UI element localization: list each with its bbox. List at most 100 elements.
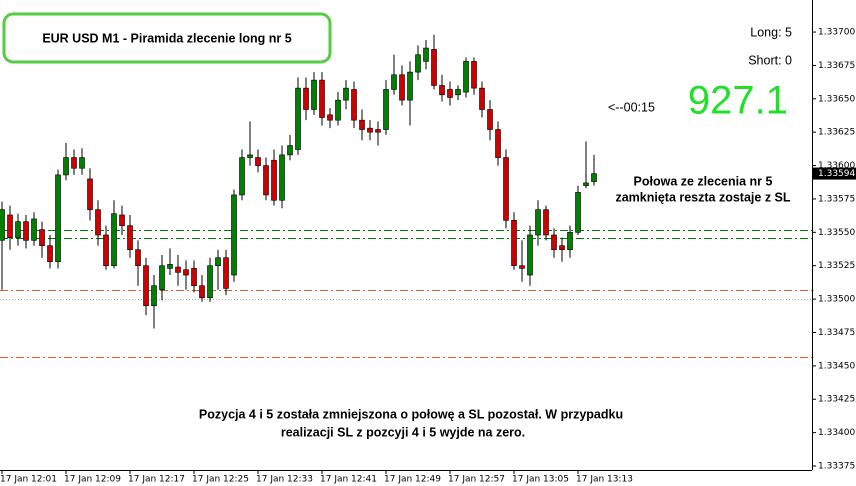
candle-body	[151, 285, 157, 307]
candle-body	[415, 54, 421, 73]
short-count: Short: 0	[748, 53, 792, 67]
chart-title: EUR USD M1 - Piramida zlecenie long nr 5	[42, 31, 291, 45]
candle-body	[551, 234, 557, 250]
x-tick-label: 17 Jan 12:57	[448, 475, 505, 485]
note: Pozycja 4 i 5 została zmniejszona o poło…	[199, 407, 623, 421]
x-tick-label: 17 Jan 12:17	[128, 475, 185, 485]
candle-body	[279, 154, 285, 201]
candle-body	[127, 225, 133, 250]
candle-body	[559, 245, 565, 250]
candle-body	[23, 221, 29, 241]
candle-body	[7, 214, 13, 238]
candle-body	[303, 87, 309, 110]
candle-body	[527, 234, 533, 276]
y-tick-label: 1.33525	[818, 261, 855, 271]
candle-body	[15, 221, 21, 238]
y-tick-label: 1.33575	[818, 194, 855, 204]
candle-body	[271, 159, 277, 201]
candle-body	[71, 157, 77, 169]
candle-body	[335, 99, 341, 121]
y-tick-label: 1.33500	[818, 295, 855, 305]
candle-body	[519, 265, 525, 269]
candle-body	[63, 157, 69, 176]
candle-body	[31, 218, 37, 241]
title-box	[2, 12, 332, 64]
y-tick-label: 1.33475	[818, 328, 855, 338]
candle-body	[239, 157, 245, 196]
candle-body	[367, 127, 373, 133]
candle-body	[575, 191, 581, 233]
y-tick-label: 1.33675	[818, 61, 855, 71]
candle-body	[375, 129, 381, 133]
candle-body	[391, 74, 397, 90]
candle-body	[503, 157, 509, 221]
x-tick-label: 17 Jan 13:05	[512, 475, 569, 485]
candle-body	[319, 79, 325, 118]
last-price: 1.33594	[818, 169, 855, 179]
candle-body	[295, 87, 301, 150]
y-tick-label: 1.33650	[818, 94, 855, 104]
y-tick-label: 1.33425	[818, 395, 855, 405]
candle-body	[439, 85, 445, 96]
candle-body	[471, 61, 477, 89]
candle-body	[487, 109, 493, 130]
y-tick-label: 1.33625	[818, 128, 855, 138]
candle-body	[247, 154, 253, 158]
candle-body	[39, 229, 45, 246]
y-tick-label: 1.33700	[818, 28, 855, 38]
candle-body	[463, 61, 469, 93]
candle-body	[79, 157, 85, 169]
annotation: Połowa ze zlecenia nr 5	[634, 174, 773, 188]
candle-body	[495, 129, 501, 158]
candle-body	[55, 174, 61, 263]
candle-body	[95, 209, 101, 236]
candle-body	[431, 49, 437, 86]
candle-body	[343, 87, 349, 101]
candle-body	[135, 249, 141, 267]
candle-body	[111, 213, 117, 267]
candle-body	[143, 265, 149, 307]
note: realizacji SL z pozcyji 4 i 5 wyjde na z…	[281, 425, 525, 439]
candle-body	[351, 89, 357, 121]
candle-body	[543, 209, 549, 236]
y-tick-label: 1.33550	[818, 228, 855, 238]
candle-body	[191, 268, 197, 287]
x-tick-label: 17 Jan 12:41	[320, 475, 377, 485]
candle-body	[175, 266, 181, 273]
x-tick-label: 17 Jan 13:13	[576, 475, 633, 485]
candle-body	[583, 182, 589, 186]
candle-body	[311, 79, 317, 110]
candle-body	[407, 71, 413, 101]
candle-body	[455, 89, 461, 96]
candle-body	[327, 114, 333, 121]
candle-body	[511, 220, 517, 267]
candle-body	[207, 265, 213, 299]
y-tick-label: 1.33450	[818, 361, 855, 371]
candle-body	[199, 285, 205, 299]
candle-body	[287, 145, 293, 156]
candle-body	[359, 119, 365, 130]
candle-body	[0, 209, 5, 241]
candle-body	[159, 265, 165, 291]
x-tick-label: 17 Jan 12:25	[192, 475, 249, 485]
candle-body	[87, 178, 93, 210]
y-tick-label: 1.33600	[818, 161, 855, 171]
candle-body	[591, 173, 597, 182]
candle-body	[231, 194, 237, 276]
x-tick-label: 17 Jan 12:49	[384, 475, 441, 485]
x-tick-label: 17 Jan 12:33	[256, 475, 313, 485]
last-price-box	[812, 167, 856, 180]
x-tick-label: 17 Jan 12:09	[64, 475, 121, 485]
candle-body	[183, 269, 189, 276]
y-tick-label: 1.33375	[818, 461, 855, 471]
long-count: Long: 5	[750, 25, 792, 39]
candle-body	[447, 89, 453, 98]
candle-body	[535, 209, 541, 236]
y-tick-label: 1.33400	[818, 428, 855, 438]
candle-body	[47, 245, 53, 263]
candle-body	[223, 257, 229, 289]
x-tick-label: 17 Jan 12:01	[0, 475, 57, 485]
candle-body	[167, 264, 173, 269]
candle-body	[103, 234, 109, 267]
